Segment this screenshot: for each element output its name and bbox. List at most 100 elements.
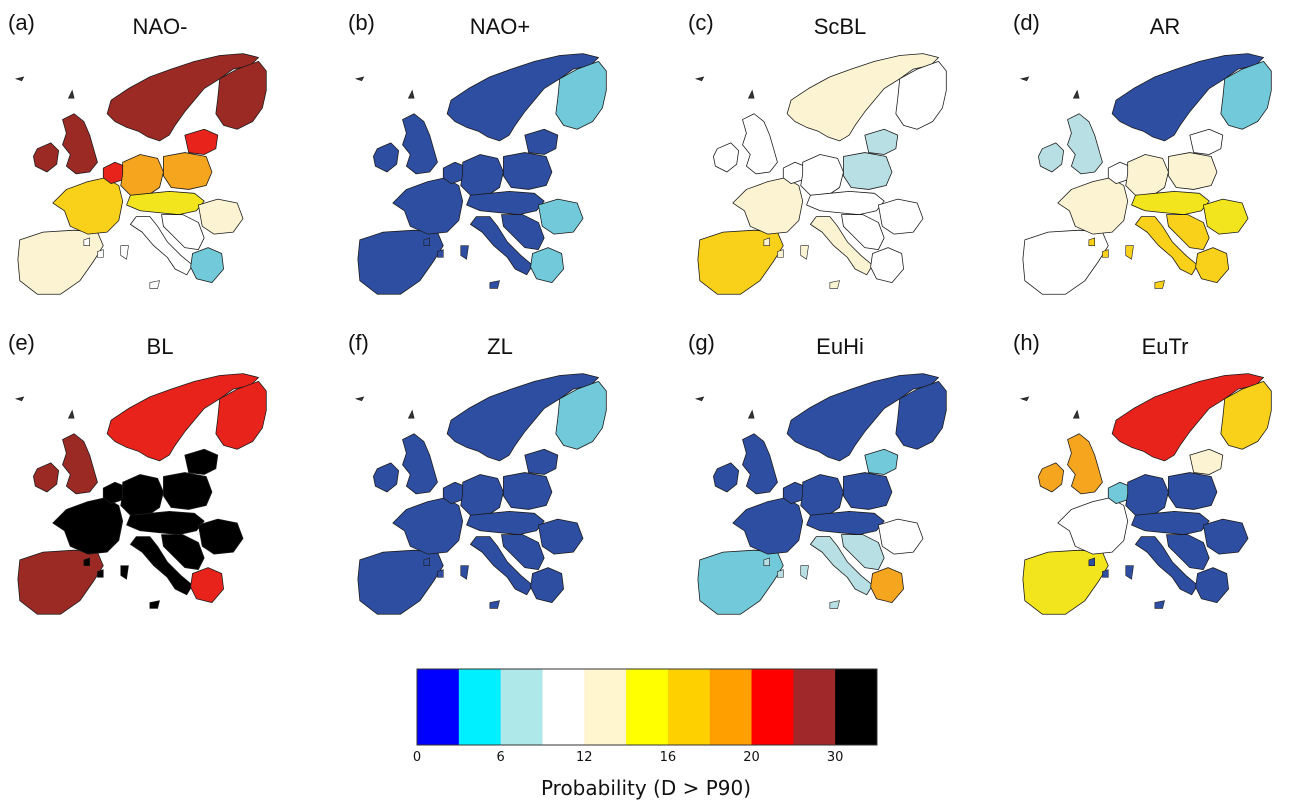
region-greece (1195, 567, 1229, 603)
region-ireland (373, 462, 400, 493)
island (83, 237, 90, 247)
region-scandinavia (446, 53, 599, 142)
island (149, 280, 160, 289)
colorbar-border (416, 668, 878, 746)
region-iberia (17, 549, 104, 615)
island (763, 557, 770, 567)
region-poland (163, 472, 213, 510)
region-iberia (697, 549, 784, 615)
island (747, 89, 755, 99)
map-panel-d: (d) AR (1005, 0, 1295, 310)
map-panel-g: (g) EuHi (680, 320, 1000, 630)
region-germany (800, 474, 844, 516)
region-baltics (1189, 128, 1224, 155)
panel-letter: (h) (1013, 330, 1040, 355)
map-panel-a: (a) NAO- (0, 0, 320, 310)
region-baltics (864, 128, 899, 155)
island (800, 565, 809, 580)
panel-letter: (c) (688, 10, 714, 35)
region-france (732, 177, 804, 235)
region-italy (130, 536, 193, 596)
island (1072, 409, 1080, 419)
region-romania (537, 518, 584, 555)
island (763, 237, 770, 247)
region-scandinavia (106, 53, 259, 142)
region-greece (530, 247, 564, 283)
colorbar-label: Probability (D > P90) (540, 776, 752, 800)
colorbar-swatch (500, 669, 543, 745)
region-iberia (357, 549, 444, 615)
map-panel-h: (h) EuTr (1005, 320, 1295, 630)
region-finland (895, 60, 947, 130)
island (149, 600, 160, 609)
colorbar-swatch (626, 669, 669, 745)
region-italy (130, 216, 193, 276)
island (1019, 396, 1030, 402)
island (694, 76, 705, 82)
europe-map (354, 53, 607, 295)
region-uk (1067, 113, 1103, 175)
island (14, 396, 25, 402)
region-poland (1168, 472, 1218, 510)
region-iberia (357, 229, 444, 295)
panel-title: ScBL (813, 14, 867, 39)
region-scandinavia (1111, 53, 1264, 142)
region-greece (870, 567, 904, 603)
region-germany (460, 154, 504, 196)
region-romania (537, 198, 584, 235)
island (120, 245, 129, 260)
island (437, 569, 444, 578)
region-ireland (1038, 142, 1065, 173)
colorbar-tick-label: 0 (412, 750, 422, 765)
region-ireland (713, 462, 740, 493)
region-germany (120, 154, 164, 196)
region-poland (503, 472, 553, 510)
region-uk (742, 113, 778, 175)
region-finland (555, 60, 607, 130)
island (83, 557, 90, 567)
region-ireland (33, 462, 60, 493)
island (489, 600, 500, 609)
region-france (1057, 497, 1129, 555)
island (1125, 565, 1134, 580)
colorbar (416, 668, 878, 753)
panel-title: NAO- (132, 14, 188, 39)
island (777, 249, 784, 258)
region-baltics (524, 128, 559, 155)
colorbar-tick-label: 20 (743, 750, 760, 765)
region-romania (877, 518, 924, 555)
island (97, 249, 104, 258)
region-romania (197, 198, 244, 235)
panel-title: NAO+ (469, 14, 531, 39)
region-iberia (1022, 229, 1109, 295)
region-finland (215, 60, 267, 130)
region-iberia (697, 229, 784, 295)
region-balkans (1166, 534, 1210, 570)
map-panel-b: (b) NAO+ (340, 0, 660, 310)
region-ireland (33, 142, 60, 173)
region-ireland (713, 142, 740, 173)
region-romania (1202, 518, 1249, 555)
region-balkans (841, 534, 885, 570)
region-greece (190, 247, 224, 283)
panel-title: ZL (487, 334, 513, 359)
island (1154, 280, 1165, 289)
region-scandinavia (786, 373, 939, 462)
region-finland (1220, 60, 1272, 130)
panel-letter: (a) (8, 10, 35, 35)
island (777, 569, 784, 578)
region-uk (742, 433, 778, 495)
panel-letter: (g) (688, 330, 715, 355)
island (354, 76, 365, 82)
region-france (392, 177, 464, 235)
europe-map (1019, 373, 1272, 615)
panel-title: EuHi (816, 334, 864, 359)
region-italy (810, 216, 873, 276)
europe-map (1019, 53, 1272, 295)
island (1088, 237, 1095, 247)
region-central (1131, 510, 1210, 536)
region-poland (843, 472, 893, 510)
region-uk (402, 433, 438, 495)
island (423, 237, 430, 247)
island (97, 569, 104, 578)
